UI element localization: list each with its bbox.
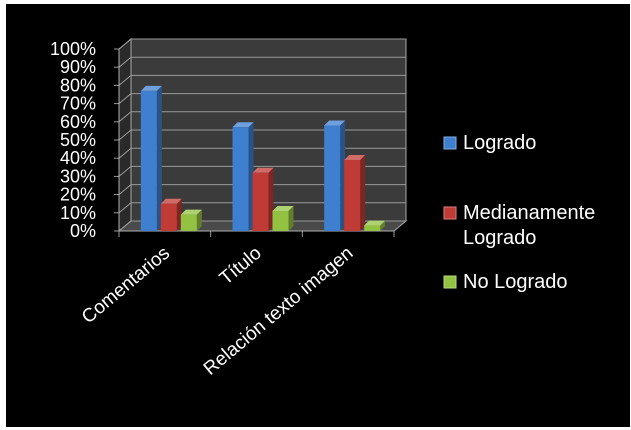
x-category-label: Relación texto imagen: [200, 243, 358, 380]
gridlines: [118, 38, 406, 232]
y-tick-label: 10%: [60, 203, 96, 223]
bar-side-face: [176, 198, 182, 231]
x-category-label: Comentarios: [78, 243, 174, 328]
bar-top-face: [364, 220, 386, 226]
legend-item: Logrado: [443, 132, 536, 154]
legend-item: No Logrado: [443, 271, 568, 293]
bar: [180, 209, 202, 231]
bar-top-face: [344, 155, 366, 161]
legend-item: Medianamente Logrado: [443, 202, 595, 249]
gridline: [118, 93, 406, 104]
bars: [140, 85, 386, 231]
bar-top-face: [180, 209, 202, 215]
y-tick-label: 60%: [60, 112, 96, 132]
bar: [272, 205, 294, 231]
legend-swatch: [443, 136, 457, 150]
bar-front-face: [324, 125, 341, 231]
x-category-label: Título: [216, 243, 266, 290]
gridline: [118, 220, 406, 232]
y-tick-label: 30%: [60, 166, 96, 186]
y-axis-tick-labels: 0%10%20%30%40%50%60%70%80%90%100%: [50, 39, 119, 241]
gridline: [118, 202, 406, 214]
gridline: [118, 184, 406, 195]
bar: [324, 120, 346, 231]
bar-front-face: [140, 90, 157, 231]
gridline: [118, 56, 406, 68]
y-tick-label: 70%: [60, 94, 96, 114]
bar-front-face: [232, 127, 249, 231]
gridline: [118, 165, 406, 177]
legend-label: No Logrado: [463, 271, 568, 293]
bar-side-face: [380, 220, 386, 231]
bar: [140, 85, 162, 231]
bar-side-face: [268, 167, 274, 231]
y-tick-label: 90%: [60, 57, 96, 77]
bar: [344, 155, 366, 231]
bar-front-face: [180, 214, 197, 231]
chart-panel: 0% 10% 20% 30% 40% 50% 60% 70% 80% 90% 100% Comenta…: [6, 4, 630, 427]
bar-front-face: [160, 203, 177, 231]
bar-side-face: [360, 155, 366, 231]
gridline: [118, 74, 406, 86]
bar: [232, 122, 254, 231]
y-tick-label: 20%: [60, 185, 96, 205]
bar-top-face: [324, 120, 346, 126]
bar-side-face: [156, 85, 162, 231]
y-tick-label: 50%: [60, 130, 96, 150]
bar-front-face: [344, 160, 361, 231]
bar-front-face: [364, 225, 381, 231]
legend-label: Logrado: [463, 132, 536, 154]
legend: Logrado Medianamente Logrado No Logrado: [443, 132, 595, 293]
gridline: [118, 129, 406, 141]
bar-top-face: [252, 167, 274, 173]
bar-side-face: [340, 120, 346, 231]
bar-top-face: [160, 198, 182, 204]
bar: [160, 198, 182, 231]
gridline: [118, 111, 406, 123]
gridline: [118, 38, 406, 50]
bar-side-face: [248, 122, 254, 231]
bar-chart: 0%10%20%30%40%50%60%70%80%90%100%Comenta…: [50, 37, 595, 380]
bar-side-face: [196, 209, 202, 231]
legend-swatch: [443, 206, 457, 220]
y-tick-label: 0%: [70, 221, 96, 241]
bar-top-face: [232, 122, 254, 128]
bar-front-face: [272, 210, 289, 231]
legend-swatch: [443, 275, 457, 289]
bar: [252, 167, 274, 231]
legend-label: Medianamente Logrado: [463, 202, 595, 249]
bar-top-face: [272, 205, 294, 211]
bar-top-face: [140, 85, 162, 91]
gridline: [118, 147, 406, 159]
bar-front-face: [252, 172, 269, 231]
y-tick-label: 80%: [60, 75, 96, 95]
bar-side-face: [288, 205, 294, 231]
y-tick-label: 40%: [60, 148, 96, 168]
bar: [364, 220, 386, 231]
y-tick-label: 100%: [50, 39, 96, 59]
